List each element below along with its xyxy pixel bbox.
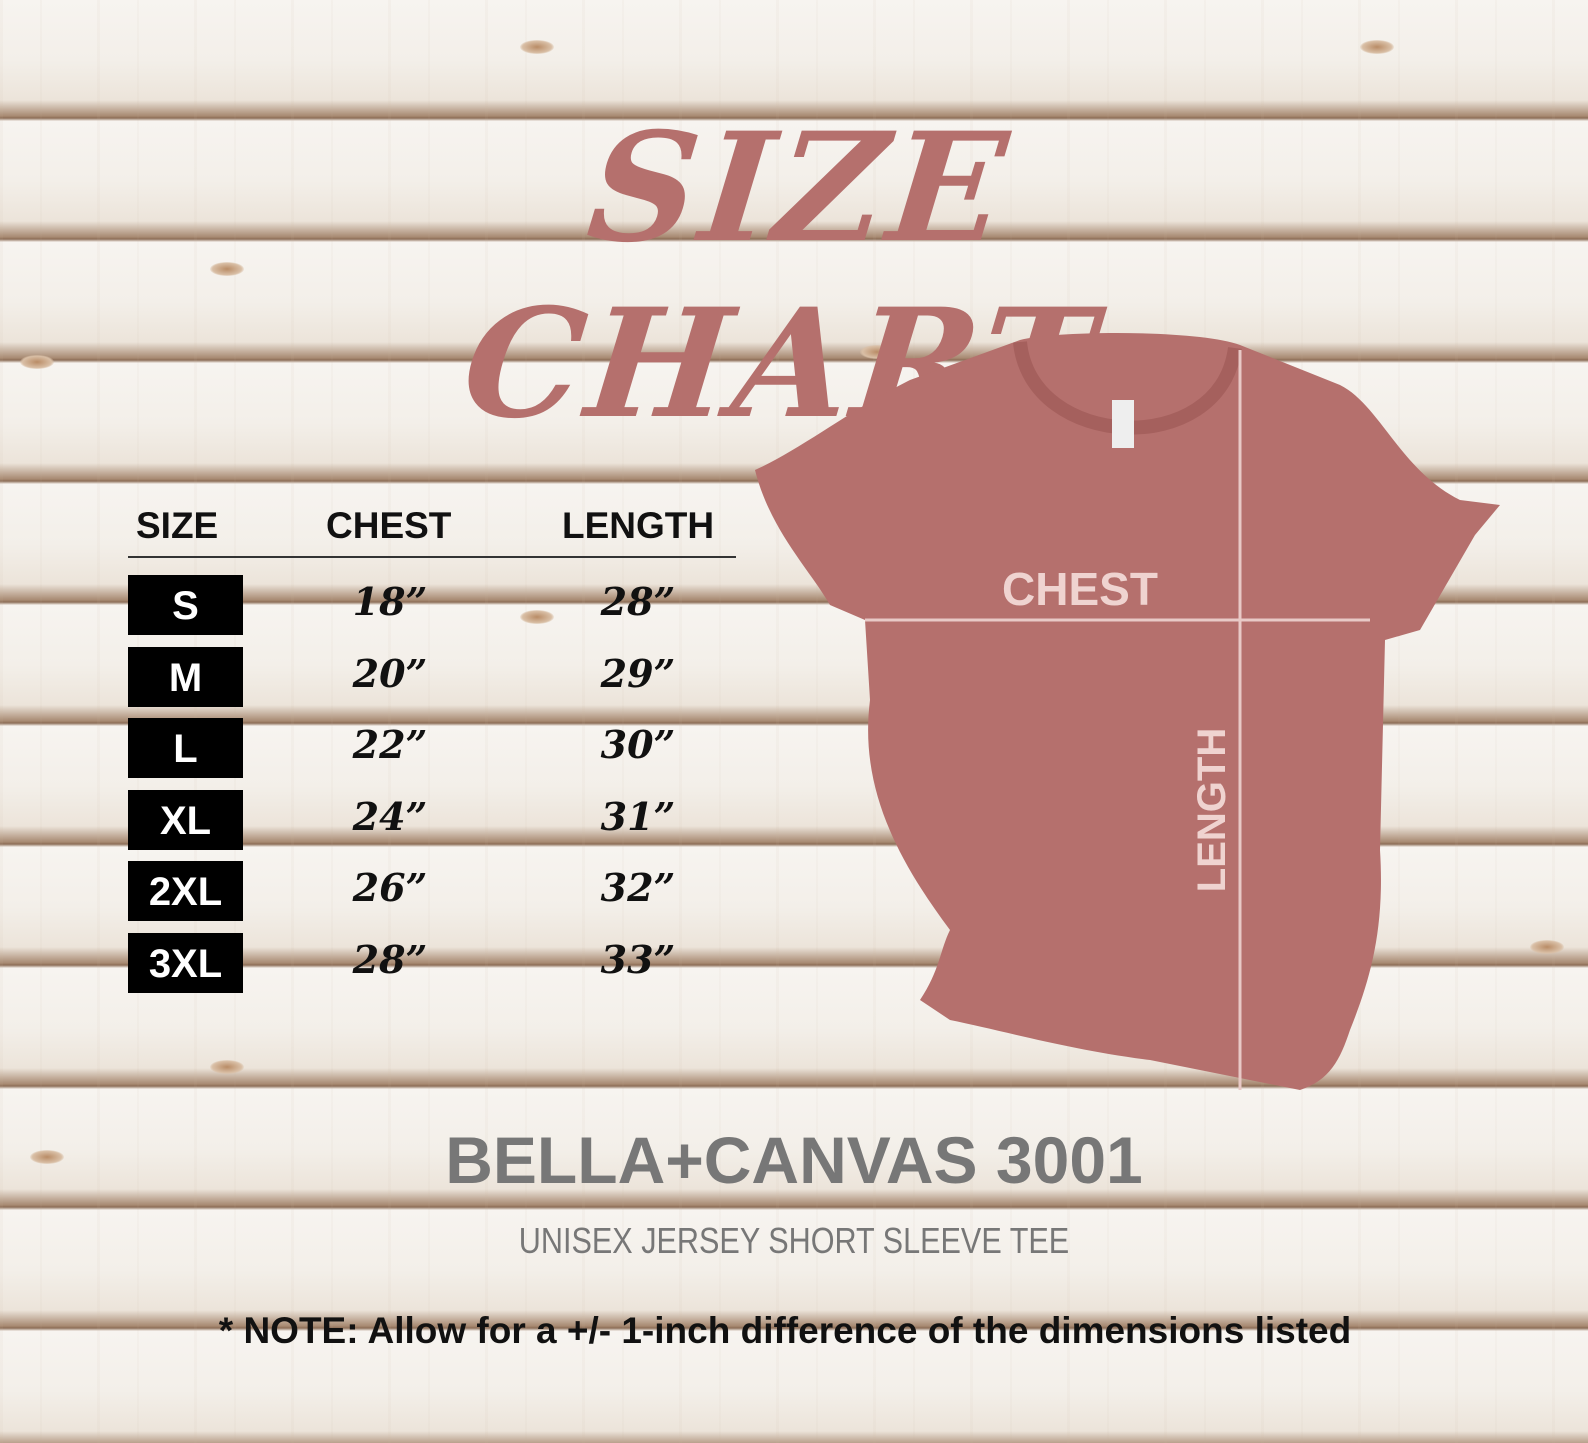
length-value: 33” (600, 936, 676, 982)
header-chest: CHEST (326, 505, 452, 546)
size-badge: 3XL (128, 932, 243, 993)
size-badge: S (128, 575, 243, 635)
wood-knot (1530, 940, 1564, 954)
product-subtitle: UNISEX JERSEY SHORT SLEEVE TEE (518, 1220, 1070, 1261)
header-divider (128, 556, 736, 558)
length-label: LENGTH (1190, 728, 1234, 892)
length-value: 29” (600, 650, 676, 696)
size-badge: L (128, 718, 243, 778)
chest-value: 26” (352, 865, 428, 910)
wood-knot (520, 40, 554, 54)
length-value: 32” (600, 865, 676, 910)
chest-value: 20” (352, 650, 428, 696)
tshirt-tag (1112, 400, 1134, 448)
table-row: S 18” 28” (128, 575, 728, 635)
length-value: 31” (600, 793, 676, 839)
header-length: LENGTH (562, 505, 715, 546)
wood-knot (210, 262, 244, 276)
length-value: 28” (600, 579, 676, 624)
note-text: * NOTE: Allow for a +/- 1-inch differenc… (218, 1310, 1352, 1351)
chest-value: 18” (352, 579, 428, 624)
wood-knot (860, 345, 894, 359)
size-badge: XL (128, 789, 243, 850)
table-row: XL 24” 31” (128, 789, 728, 850)
wood-knot (520, 610, 554, 624)
chest-value: 24” (352, 793, 428, 839)
tshirt-shape (755, 333, 1500, 1090)
wood-knot (20, 355, 54, 369)
table-row: L 22” 30” (128, 718, 728, 778)
table-row: 2XL 26” 32” (128, 861, 728, 921)
chest-value: 22” (352, 722, 428, 767)
tshirt-diagram: CHEST LENGTH (755, 333, 1500, 1090)
size-badge: M (128, 646, 243, 707)
wood-knot (1360, 40, 1394, 54)
wood-knot (30, 1150, 64, 1164)
table-row: 3XL 28” 33” (128, 932, 728, 993)
brand-name: BELLA+CANVAS 3001 (445, 1123, 1143, 1197)
table-row: M 20” 29” (128, 646, 728, 707)
length-value: 30” (600, 722, 676, 767)
header-size: SIZE (136, 505, 219, 546)
chest-value: 28” (352, 936, 428, 982)
wood-knot (210, 1060, 244, 1074)
size-badge: 2XL (128, 861, 243, 921)
chest-label: CHEST (1002, 563, 1158, 615)
